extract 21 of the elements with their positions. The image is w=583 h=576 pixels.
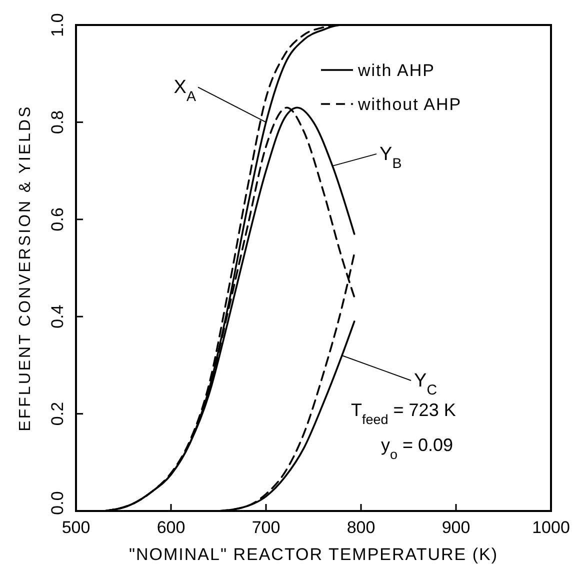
y-tick-label: 0.8 xyxy=(48,110,67,134)
x-tick-label: 700 xyxy=(252,518,280,537)
y-tick-label: 0.2 xyxy=(48,402,67,426)
annotation: T$_{feed}$ = 723 K xyxy=(351,400,456,426)
y-tick-label: 0.4 xyxy=(48,304,67,328)
y-tick-label: 1.0 xyxy=(48,13,67,37)
annotation: Y$_{B}$ xyxy=(380,144,402,172)
x-tick-label: 600 xyxy=(156,518,186,537)
x-tick-label: 900 xyxy=(442,518,470,537)
annotation: Y$_{C}$ xyxy=(414,370,437,398)
legend-label: without AHP xyxy=(357,95,462,114)
legend-label: with AHP xyxy=(357,61,435,80)
x-tick-label: 800 xyxy=(346,518,376,537)
x-tick-label: 1000 xyxy=(532,518,570,537)
x-axis-title: "NOMINAL" REACTOR TEMPERATURE (K) xyxy=(128,545,498,564)
y-tick-label: 0.0 xyxy=(48,491,67,515)
y-axis-title: EFFLUENT CONVERSION & YIELDS xyxy=(17,104,34,432)
y-tick-label: 0.6 xyxy=(48,208,67,232)
annotation: X$_{A}$ xyxy=(174,77,196,106)
x-tick-label: 500 xyxy=(62,518,90,537)
annotation: y$_{o}$ = 0.09 xyxy=(381,435,454,462)
